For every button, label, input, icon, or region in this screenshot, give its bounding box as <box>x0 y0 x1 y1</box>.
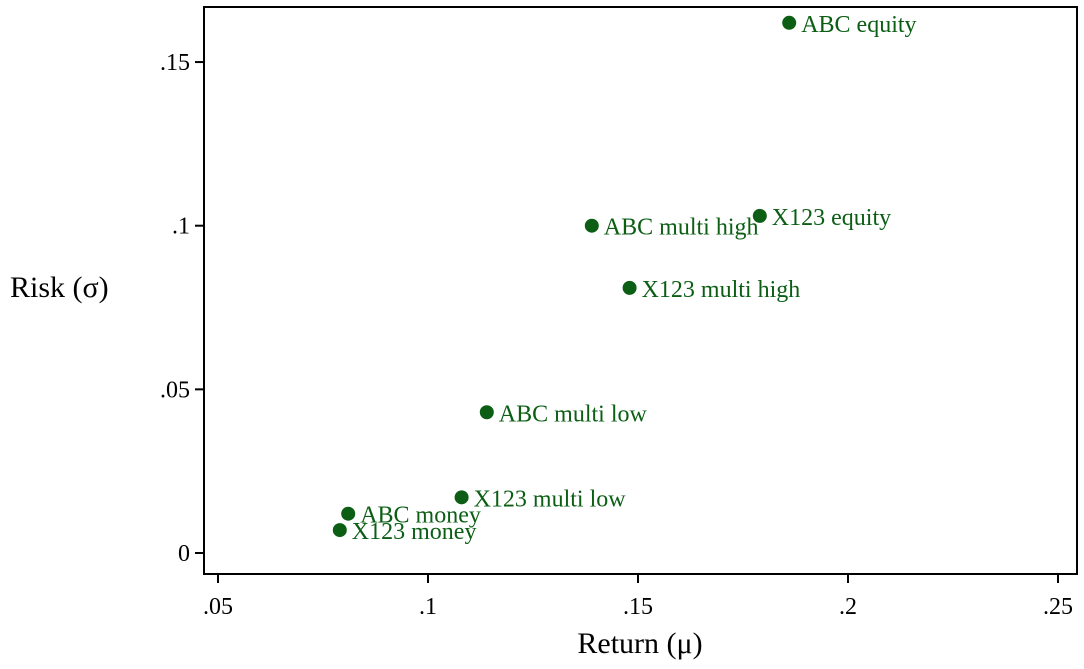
y-axis: 0 .05 .1 .15 <box>160 50 204 567</box>
y-tick-label: 0 <box>178 541 190 567</box>
data-point <box>479 405 494 420</box>
x-axis-title: Return (μ) <box>577 627 702 660</box>
data-point <box>752 208 767 223</box>
data-point-label: X123 money <box>352 519 477 545</box>
data-point <box>782 15 797 30</box>
x-tick-label: .15 <box>623 594 653 620</box>
data-point <box>622 280 637 295</box>
plot-frame <box>203 6 1078 575</box>
x-tick-label: .25 <box>1043 594 1073 620</box>
data-point <box>454 490 469 505</box>
x-tick-label: .1 <box>419 594 437 620</box>
y-tick-label: .05 <box>160 377 190 403</box>
data-point <box>341 506 356 521</box>
x-axis: .05 .1 .15 .2 .25 <box>203 574 1073 620</box>
data-point <box>584 218 599 233</box>
data-point <box>332 523 347 538</box>
y-tick-label: .15 <box>160 50 190 76</box>
data-point-label: ABC equity <box>801 12 916 38</box>
data-points: ABC equity X123 equity ABC multi high X123 … <box>332 12 917 545</box>
data-point-label: X123 multi low <box>474 486 627 512</box>
x-tick-label: .2 <box>839 594 857 620</box>
y-axis-title: Risk (σ) <box>10 271 109 304</box>
data-point-label: ABC money <box>360 503 481 529</box>
y-tick-label: .1 <box>172 214 190 240</box>
data-point-label: ABC multi low <box>499 401 648 427</box>
data-point-label: X123 multi high <box>642 277 801 303</box>
data-point-label: ABC multi high <box>604 215 759 241</box>
data-point-label: X123 equity <box>772 205 891 231</box>
x-tick-label: .05 <box>203 594 233 620</box>
